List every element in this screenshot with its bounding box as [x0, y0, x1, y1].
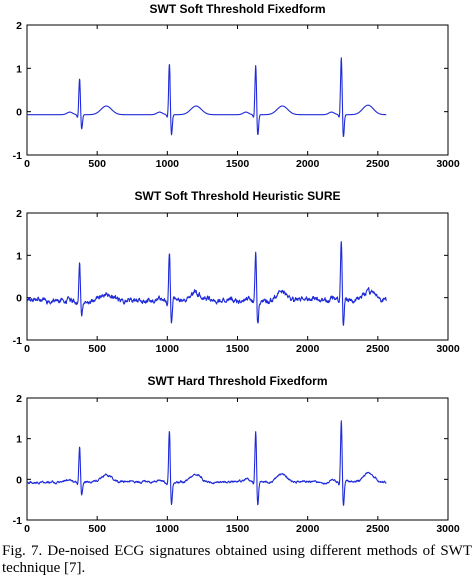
- x-tick-label: 1000: [156, 158, 180, 170]
- x-tick-label: 500: [88, 158, 106, 170]
- y-tick-label: 1: [16, 250, 22, 262]
- x-tick-label: 2000: [296, 523, 320, 535]
- panel-soft-fixedform: SWT Soft Threshold Fixedform 0 500 1000 150…: [13, 2, 460, 170]
- figure-caption: Fig. 7. De-noised ECG signatures obtaine…: [2, 543, 472, 576]
- y-tick-label: 0: [16, 293, 22, 305]
- x-tick-label: 2500: [366, 158, 390, 170]
- panel-hard-fixedform: SWT Hard Threshold Fixedform 0 500 1000 150…: [13, 374, 460, 535]
- ecg-trace: [26, 57, 387, 137]
- x-tick-label: 1500: [226, 523, 250, 535]
- ecg-trace: [26, 241, 387, 326]
- axes-box: [26, 212, 449, 341]
- panel-title: SWT Soft Threshold Fixedform: [150, 2, 326, 16]
- y-tick-label: -1: [13, 335, 22, 347]
- y-tick-label: -1: [13, 515, 22, 527]
- panel-title: SWT Soft Threshold Heuristic SURE: [134, 189, 340, 203]
- y-tick-label: 1: [16, 63, 22, 75]
- panel-title: SWT Hard Threshold Fixedform: [147, 374, 327, 388]
- ecg-figure: SWT Soft Threshold Fixedform 0 500 1000 150…: [13, 2, 460, 535]
- y-tick-label: 1: [16, 434, 22, 446]
- panel-soft-heuristic-sure: SWT Soft Threshold Heuristic SURE 0 500 10…: [13, 189, 460, 355]
- x-tick-label: 2500: [366, 343, 390, 355]
- x-tick-label: 2000: [296, 343, 320, 355]
- y-tick-label: 2: [16, 20, 22, 32]
- y-tick-label: -1: [13, 150, 22, 162]
- x-tick-label: 2000: [296, 158, 320, 170]
- x-tick-label: 0: [24, 523, 30, 535]
- x-tick-label: 1500: [226, 343, 250, 355]
- x-tick-label: 500: [88, 523, 106, 535]
- axes-box: [26, 397, 449, 521]
- x-tick-label: 3000: [436, 343, 460, 355]
- y-tick-label: 0: [16, 107, 22, 119]
- x-tick-label: 500: [88, 343, 106, 355]
- x-tick-label: 1000: [156, 523, 180, 535]
- x-tick-label: 1000: [156, 343, 180, 355]
- axes-box: [26, 24, 449, 156]
- y-tick-label: 0: [16, 474, 22, 486]
- x-tick-label: 2500: [366, 523, 390, 535]
- x-tick-label: 3000: [436, 158, 460, 170]
- x-tick-label: 1500: [226, 158, 250, 170]
- y-tick-label: 2: [16, 393, 22, 405]
- y-tick-label: 2: [16, 208, 22, 220]
- x-tick-label: 0: [24, 343, 30, 355]
- x-tick-label: 3000: [436, 523, 460, 535]
- x-tick-label: 0: [24, 158, 30, 170]
- ecg-trace: [26, 420, 387, 506]
